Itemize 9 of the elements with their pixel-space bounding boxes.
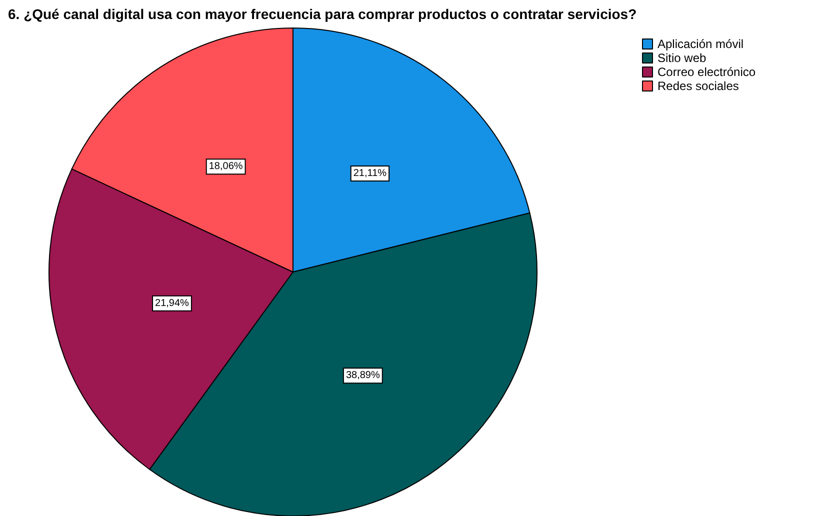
legend-label: Aplicación móvil bbox=[658, 37, 744, 51]
chart-title: 6. ¿Qué canal digital usa con mayor frecuencia para comprar productos o contratar servicios? bbox=[8, 6, 637, 22]
data-label: 18,06% bbox=[208, 161, 243, 172]
legend-label: Redes sociales bbox=[658, 79, 739, 93]
data-label: 21,94% bbox=[155, 298, 190, 309]
legend-label: Correo electrónico bbox=[658, 65, 756, 79]
data-label: 38,89% bbox=[346, 370, 380, 382]
legend-label: Sitio web bbox=[658, 51, 707, 65]
data-label: 21,11% bbox=[353, 168, 387, 179]
